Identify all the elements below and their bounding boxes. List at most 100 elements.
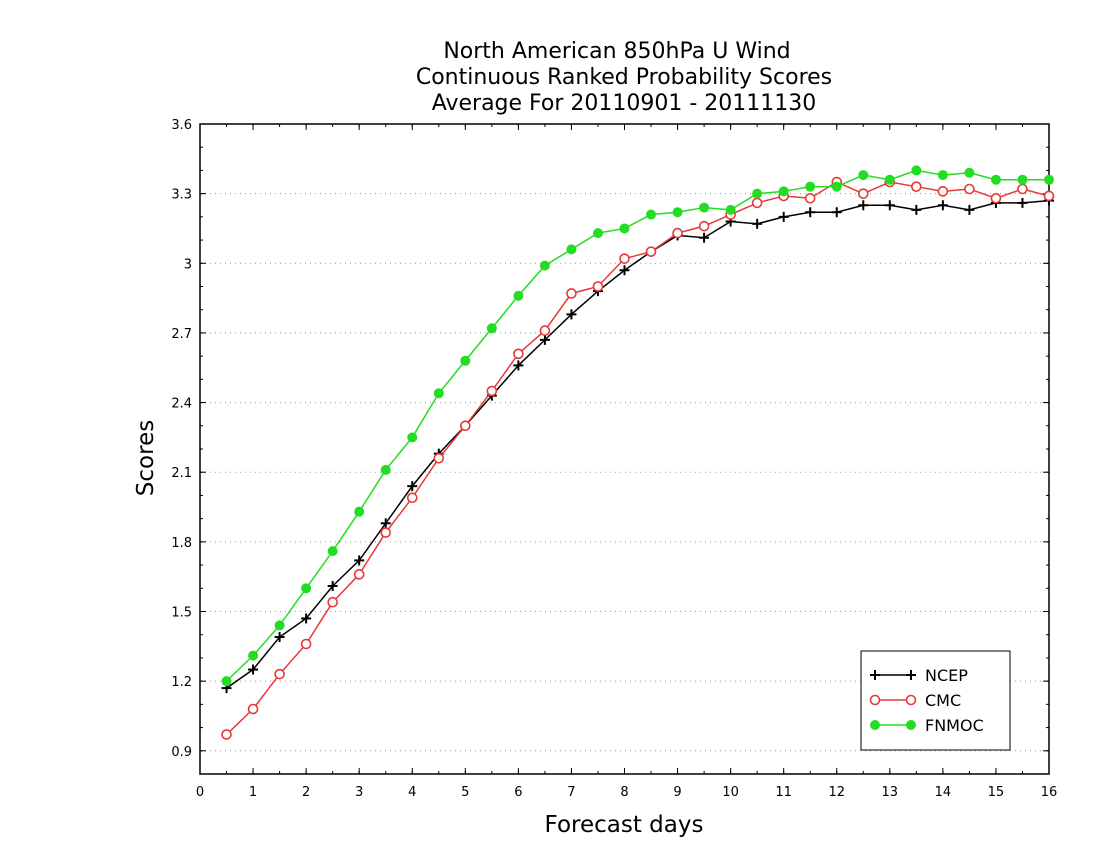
x-tick-label: 0 xyxy=(196,785,204,800)
data-point-fnmoc xyxy=(486,323,497,334)
data-point-fnmoc xyxy=(911,165,922,176)
data-point-cmc xyxy=(406,492,418,504)
data-point-cmc xyxy=(990,192,1002,204)
data-point-ncep xyxy=(619,265,630,276)
data-point-ncep xyxy=(566,309,577,320)
chart-title-line-3: Average For 20110901 - 20111130 xyxy=(432,91,817,116)
data-point-ncep xyxy=(858,200,869,211)
data-point-cmc xyxy=(857,188,869,199)
data-point-fnmoc xyxy=(725,204,736,215)
data-point-ncep xyxy=(778,211,789,222)
data-point-fnmoc xyxy=(327,546,338,557)
legend-label-fnmoc: FNMOC xyxy=(925,716,984,735)
data-point-fnmoc xyxy=(619,223,630,234)
data-point-fnmoc xyxy=(221,676,232,687)
data-point-ncep xyxy=(354,555,365,566)
data-point-ncep xyxy=(911,204,922,215)
data-point-cmc xyxy=(672,227,683,239)
legend-marker-ncep xyxy=(906,670,916,680)
data-point-cmc xyxy=(804,192,816,204)
data-point-cmc xyxy=(911,181,922,192)
chart-title-line-2: Continuous Ranked Probability Scores xyxy=(416,65,832,90)
y-tick-label: 3.6 xyxy=(171,118,192,133)
y-tick-label: 1.2 xyxy=(171,675,192,690)
data-point-fnmoc xyxy=(937,170,948,181)
legend-marker-ncep xyxy=(870,670,880,680)
data-point-fnmoc xyxy=(407,432,418,443)
chart-title-line-1: North American 850hPa U Wind xyxy=(443,39,790,64)
y-tick-label: 1.5 xyxy=(171,606,192,621)
data-point-fnmoc xyxy=(964,167,975,178)
x-tick-label: 13 xyxy=(882,785,899,800)
legend-label-cmc: CMC xyxy=(925,691,961,710)
data-point-cmc xyxy=(274,668,285,680)
series-line-fnmoc xyxy=(226,169,1049,682)
data-point-fnmoc xyxy=(460,355,471,366)
y-tick-label: 2.4 xyxy=(171,397,192,412)
series-cmc xyxy=(221,176,1055,740)
data-point-cmc xyxy=(486,385,498,397)
legend-marker-cmc xyxy=(869,694,881,706)
data-point-fnmoc xyxy=(831,181,842,192)
data-point-cmc xyxy=(513,348,524,360)
data-point-ncep xyxy=(327,580,338,591)
data-point-fnmoc xyxy=(354,506,365,517)
series-ncep xyxy=(221,195,1054,694)
x-tick-label: 1 xyxy=(249,785,257,800)
data-point-ncep xyxy=(248,664,259,675)
data-point-cmc xyxy=(619,253,630,264)
data-point-cmc xyxy=(433,452,445,464)
data-point-ncep xyxy=(831,207,842,218)
data-point-ncep xyxy=(964,204,975,215)
x-tick-label: 4 xyxy=(408,785,416,800)
data-point-fnmoc xyxy=(858,170,869,181)
x-tick-label: 8 xyxy=(620,785,628,800)
data-point-cmc xyxy=(964,183,975,195)
x-tick-label: 9 xyxy=(673,785,681,800)
data-point-fnmoc xyxy=(380,464,391,475)
x-tick-label: 6 xyxy=(514,785,522,800)
data-point-fnmoc xyxy=(539,260,550,271)
series-fnmoc xyxy=(221,165,1054,687)
data-point-ncep xyxy=(513,360,524,371)
x-tick-label: 5 xyxy=(461,785,469,800)
data-point-ncep xyxy=(407,481,418,492)
data-point-cmc xyxy=(1043,190,1055,202)
data-point-cmc xyxy=(460,420,471,432)
data-point-fnmoc xyxy=(672,207,683,218)
y-tick-label: 0.9 xyxy=(171,745,192,760)
y-tick-label: 1.8 xyxy=(171,536,192,551)
data-point-cmc xyxy=(1017,183,1028,195)
x-tick-label: 12 xyxy=(828,785,845,800)
legend-item-cmc: CMC xyxy=(869,691,961,710)
legend: NCEP CMC FNMOC xyxy=(860,650,1011,751)
legend-marker-fnmoc xyxy=(870,720,880,730)
y-tick-label: 3 xyxy=(184,257,192,272)
data-point-fnmoc xyxy=(699,202,710,213)
data-point-fnmoc xyxy=(805,181,816,192)
x-tick-label: 14 xyxy=(935,785,952,800)
x-axis-label: Forecast days xyxy=(545,812,704,838)
data-point-cmc xyxy=(353,569,365,580)
data-point-ncep xyxy=(884,200,895,211)
data-point-cmc xyxy=(566,288,577,299)
x-tick-label: 10 xyxy=(722,785,739,800)
legend-item-fnmoc: FNMOC xyxy=(870,716,984,735)
y-tick-label: 2.7 xyxy=(171,327,192,342)
data-point-ncep xyxy=(937,200,948,211)
data-point-fnmoc xyxy=(566,244,577,255)
legend-label-ncep: NCEP xyxy=(925,666,968,685)
data-point-ncep xyxy=(301,613,312,624)
x-tick-label: 7 xyxy=(567,785,575,800)
data-point-ncep xyxy=(752,218,763,229)
data-point-cmc xyxy=(247,703,259,715)
data-point-cmc xyxy=(300,638,312,650)
data-point-ncep xyxy=(1017,197,1028,208)
legend-marker-fnmoc xyxy=(906,720,916,730)
data-point-fnmoc xyxy=(778,186,789,197)
series-group xyxy=(221,165,1055,740)
y-tick-label: 2.1 xyxy=(171,466,192,481)
chart-title: North American 850hPa U Wind Continuous … xyxy=(416,39,832,116)
y-axis-label: Scores xyxy=(133,420,159,496)
